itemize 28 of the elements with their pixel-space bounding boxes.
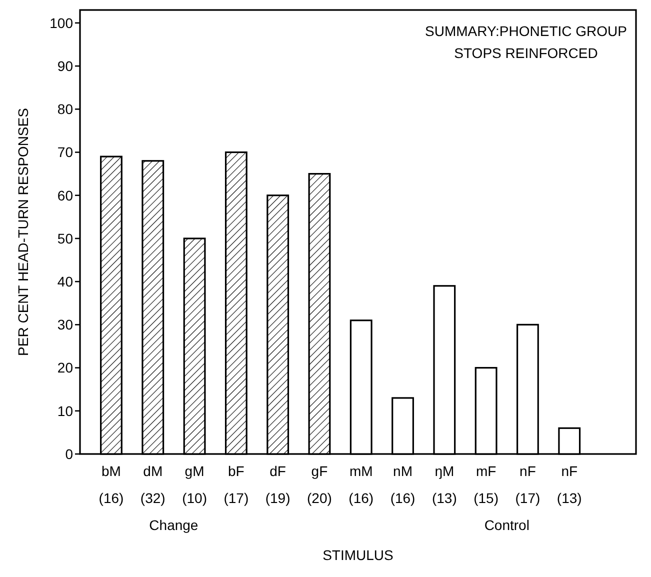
y-axis-title: PER CENT HEAD-TURN RESPONSES xyxy=(15,108,31,356)
y-tick-label: 40 xyxy=(57,273,74,290)
x-tick-label: ŋM (13) xyxy=(432,463,457,506)
y-tick-label: 80 xyxy=(57,101,74,118)
x-tick-label: mF (15) xyxy=(474,463,499,506)
text: SUMMARY:PHONETIC GROUP STOPS REINFORCED xyxy=(425,23,627,61)
y-tick-label: 100 xyxy=(50,14,74,31)
x-axis-title: STIMULUS xyxy=(322,547,394,563)
y-tick-label: 30 xyxy=(57,316,74,333)
x-tick-label: gM (10) xyxy=(182,463,207,506)
text: Change xyxy=(149,517,198,533)
x-tick-label: dF (19) xyxy=(265,463,290,506)
x-tick-label: nF (17) xyxy=(515,463,540,506)
x-tick-label: mM (16) xyxy=(348,463,374,506)
x-tick-label: bF (17) xyxy=(224,463,249,506)
x-tick-label: nF (13) xyxy=(556,463,582,506)
text: Control xyxy=(484,517,530,533)
y-tick-label: 20 xyxy=(57,360,74,376)
x-tick-label: gF (20) xyxy=(307,463,332,506)
y-tick-label: 60 xyxy=(57,187,74,204)
x-tick-label: bM (16) xyxy=(98,463,124,506)
y-tick-label: 70 xyxy=(57,144,74,160)
y-tick-label: 50 xyxy=(57,230,74,246)
y-tick-label: 0 xyxy=(65,446,74,462)
x-tick-label: dM (32) xyxy=(140,463,166,506)
y-tick-label: 90 xyxy=(57,58,74,74)
x-tick-label: nM (16) xyxy=(390,463,416,506)
y-tick-label: 10 xyxy=(57,402,74,419)
